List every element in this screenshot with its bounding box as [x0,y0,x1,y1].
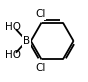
Text: Cl: Cl [36,63,46,73]
Text: B: B [23,36,30,46]
Text: Cl: Cl [36,9,46,19]
Text: HO: HO [5,22,21,32]
Text: HO: HO [5,50,21,60]
